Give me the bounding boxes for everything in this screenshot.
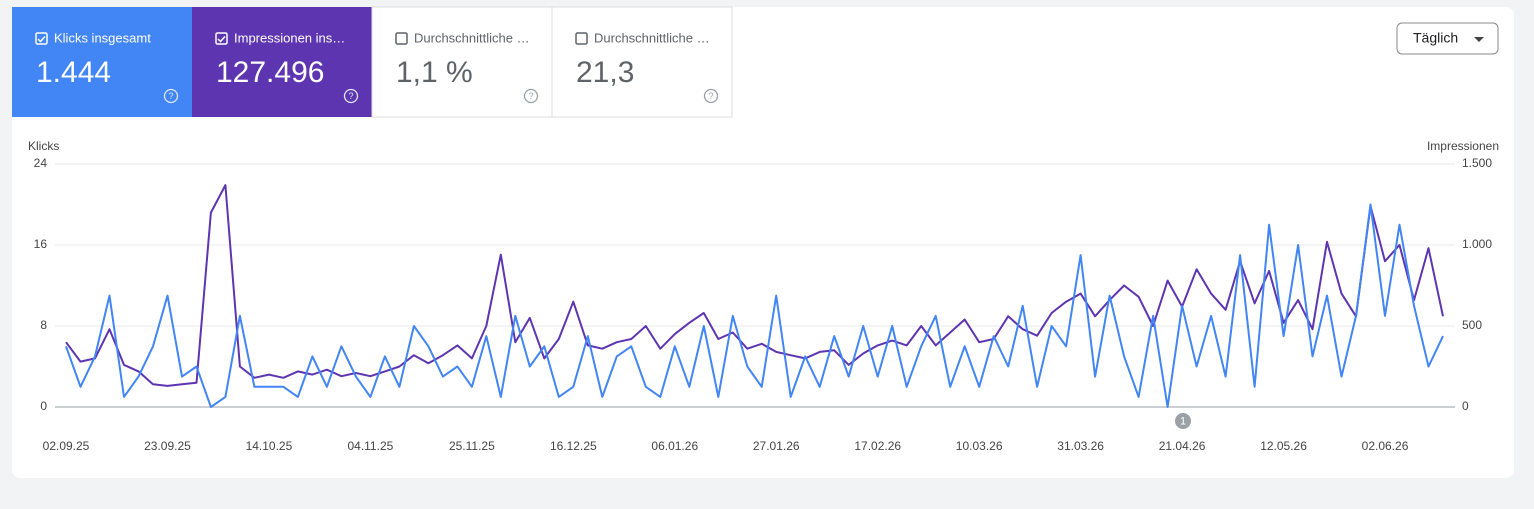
checkbox[interactable] — [575, 32, 588, 45]
help-mark: ? — [348, 91, 353, 101]
y-tick-label: 0 — [40, 399, 47, 413]
metric-label: Durchschnittliche … — [414, 30, 530, 45]
checkbox[interactable] — [215, 32, 228, 45]
metric-card[interactable]: Klicks insgesamt 1.444? — [12, 7, 192, 117]
y-tick-label: 24 — [34, 156, 48, 170]
help-mark: ? — [168, 91, 173, 101]
help-icon — [163, 88, 179, 104]
metric-card[interactable]: Durchschnittliche … 1,1 %? — [371, 6, 553, 118]
dropdown-box[interactable] — [1396, 22, 1499, 55]
metric-value: 1,1 % — [396, 56, 473, 89]
metric-value: 1.444 — [36, 56, 111, 89]
help-icon — [523, 88, 539, 104]
help-icon — [343, 88, 359, 104]
series-line — [65, 184, 1444, 387]
help-mark: ? — [708, 91, 713, 101]
x-tick-label: 16.12.25 — [550, 439, 597, 453]
y2-tick-label: 0 — [1462, 399, 1469, 413]
x-tick-label: 17.02.26 — [854, 439, 901, 453]
y2-axis-title: Impressionen — [1427, 139, 1499, 153]
dropdown-label[interactable]: Täglich — [1413, 30, 1458, 46]
metric-label: Impressionen ins… — [234, 30, 345, 45]
metric-label: Durchschnittliche … — [594, 30, 710, 45]
y-tick-label: 16 — [34, 237, 48, 251]
metric-bg[interactable] — [551, 6, 733, 118]
x-tick-label: 14.10.25 — [246, 439, 293, 453]
annotation-marker[interactable] — [1175, 413, 1191, 429]
x-tick-label: 02.06.26 — [1362, 439, 1409, 453]
metric-card[interactable]: Impressionen ins… 127.496? — [192, 7, 372, 117]
series-line — [65, 203, 1444, 408]
x-tick-label: 04.11.25 — [347, 439, 393, 453]
annotation-label[interactable]: 1 — [1180, 415, 1186, 427]
dropdown[interactable]: Täglich — [1396, 22, 1499, 55]
checkbox[interactable] — [35, 32, 48, 45]
x-tick-label: 25.11.25 — [449, 439, 495, 453]
checkmark — [37, 35, 46, 43]
y2-tick-label: 1.000 — [1462, 237, 1492, 251]
x-tick-label: 23.09.25 — [144, 439, 191, 453]
x-tick-label: 27.01.26 — [753, 439, 800, 453]
x-tick-label: 12.05.26 — [1260, 439, 1307, 453]
help-icon — [703, 88, 719, 104]
metric-card[interactable]: Durchschnittliche … 21,3? — [551, 6, 733, 118]
y-tick-label: 8 — [40, 318, 47, 332]
metric-label: Klicks insgesamt — [54, 30, 151, 45]
x-tick-label: 02.09.25 — [43, 439, 90, 453]
checkmark — [217, 35, 226, 43]
help-mark: ? — [528, 91, 533, 101]
y2-tick-label: 1.500 — [1462, 156, 1492, 170]
metric-value: 21,3 — [576, 56, 634, 89]
metric-bg[interactable] — [371, 6, 553, 118]
x-tick-label: 06.01.26 — [651, 439, 698, 453]
x-tick-label: 31.03.26 — [1057, 439, 1104, 453]
metric-bg[interactable] — [12, 7, 192, 117]
metric-value: 127.496 — [216, 56, 324, 89]
x-tick-label: 21.04.26 — [1159, 439, 1206, 453]
checkbox[interactable] — [395, 32, 408, 45]
metric-bg[interactable] — [192, 7, 372, 117]
x-tick-label: 10.03.26 — [956, 439, 1003, 453]
y2-tick-label: 500 — [1462, 318, 1482, 332]
dropdown-arrow — [1474, 37, 1484, 42]
y-axis-title: Klicks — [28, 139, 59, 153]
